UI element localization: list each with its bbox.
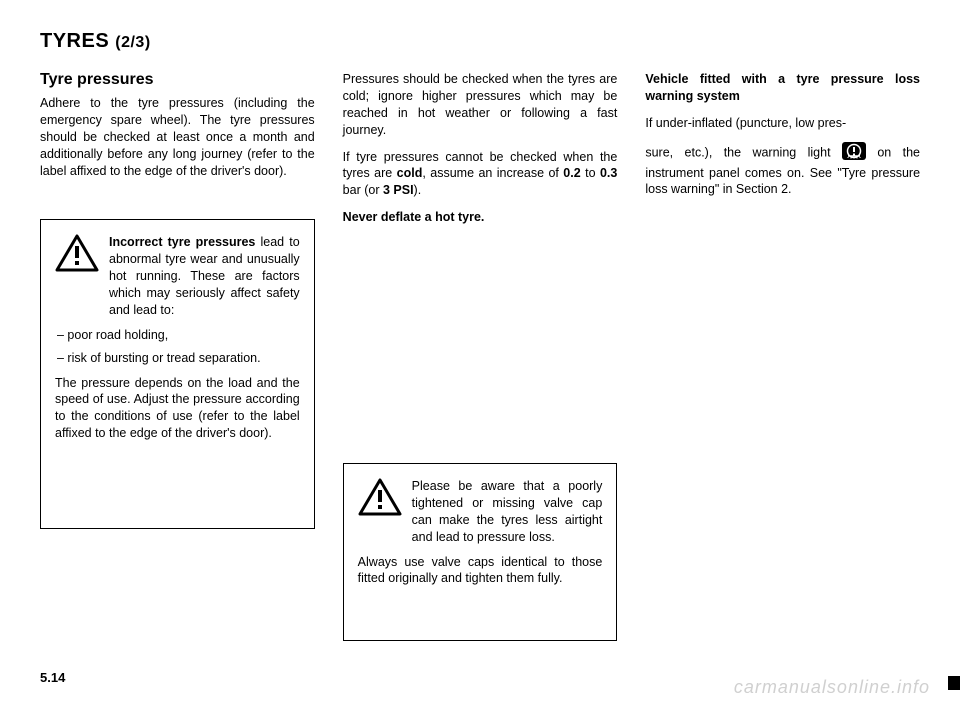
manual-page: TYRES (2/3) Tyre pressures Adhere to the…: [0, 0, 960, 710]
box2-lead: Please be aware that a poorly tightened …: [412, 478, 603, 546]
box2-header: Please be aware that a poorly tightened …: [358, 478, 603, 546]
watermark: carmanualsonline.info: [734, 677, 930, 698]
title-main: TYRES: [40, 30, 109, 52]
box2-para2: Always use valve caps identical to those…: [358, 554, 603, 588]
warning-triangle-icon: [358, 478, 402, 516]
col2-para3: Never deflate a hot tyre.: [343, 209, 618, 226]
box-header: Incorrect tyre pressures lead to abnorma…: [55, 234, 300, 318]
box-lead-text: Incorrect tyre pressures lead to abnorma…: [109, 234, 300, 318]
col3-para1b: sure, etc.), the warning light on the in…: [645, 142, 920, 199]
col2-para1: Pressures should be checked when the tyr…: [343, 71, 618, 139]
section-tab: [948, 676, 960, 690]
box-list: – poor road holding, – risk of bursting …: [55, 327, 300, 367]
page-title: TYRES (2/3): [40, 30, 920, 53]
col1-para1: Adhere to the tyre pressures (including …: [40, 95, 315, 179]
box-li-2: – risk of bursting or tread separation.: [57, 350, 300, 367]
column-1: Tyre pressures Adhere to the tyre pressu…: [40, 71, 315, 641]
col1-warning-box: Incorrect tyre pressures lead to abnorma…: [40, 219, 315, 529]
box-lead-bold: Incorrect tyre pressures: [109, 235, 255, 249]
warning-triangle-icon: [55, 234, 99, 272]
col2-warning-box: Please be aware that a poorly tightened …: [343, 463, 618, 641]
col2-para2: If tyre pressures cannot be checked when…: [343, 149, 618, 200]
col3-heading: Vehicle fitted with a tyre pressure loss…: [645, 71, 920, 105]
col3-para1a: If under-inflated (puncture, low pres-: [645, 115, 920, 132]
box-li-1: – poor road holding,: [57, 327, 300, 344]
columns-container: Tyre pressures Adhere to the tyre pressu…: [40, 71, 920, 641]
box-para2: The pressure depends on the load and the…: [55, 375, 300, 443]
title-part: (2/3): [115, 34, 150, 51]
tyre-warning-light-icon: [842, 142, 866, 165]
column-3: Vehicle fitted with a tyre pressure loss…: [645, 71, 920, 641]
page-number: 5.14: [40, 670, 65, 685]
column-2: Pressures should be checked when the tyr…: [343, 71, 618, 641]
col1-heading: Tyre pressures: [40, 71, 315, 89]
